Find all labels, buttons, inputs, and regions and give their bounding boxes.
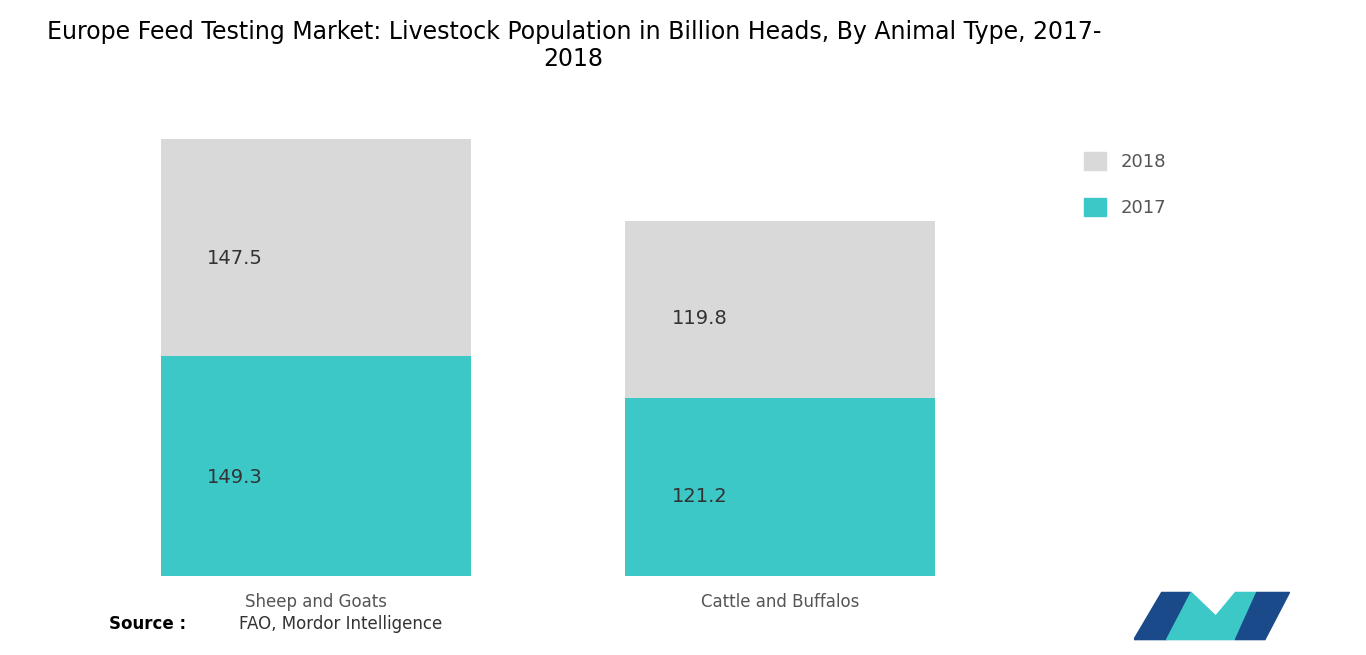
- Bar: [161, 356, 470, 576]
- Polygon shape: [1197, 592, 1257, 639]
- Text: 149.3: 149.3: [208, 468, 264, 487]
- Text: FAO, Mordor Intelligence: FAO, Mordor Intelligence: [239, 615, 443, 633]
- Bar: [161, 139, 470, 356]
- Polygon shape: [1235, 592, 1290, 639]
- Text: 121.2: 121.2: [672, 487, 728, 506]
- Polygon shape: [1167, 592, 1216, 639]
- Text: Source :: Source :: [109, 615, 186, 633]
- Text: 147.5: 147.5: [208, 249, 264, 268]
- Text: 119.8: 119.8: [672, 309, 728, 328]
- Bar: [626, 398, 934, 576]
- Bar: [626, 221, 934, 398]
- Polygon shape: [1134, 592, 1191, 639]
- Text: Europe Feed Testing Market: Livestock Population in Billion Heads, By Animal Typ: Europe Feed Testing Market: Livestock Po…: [46, 20, 1101, 71]
- Legend: 2018, 2017: 2018, 2017: [1085, 151, 1167, 217]
